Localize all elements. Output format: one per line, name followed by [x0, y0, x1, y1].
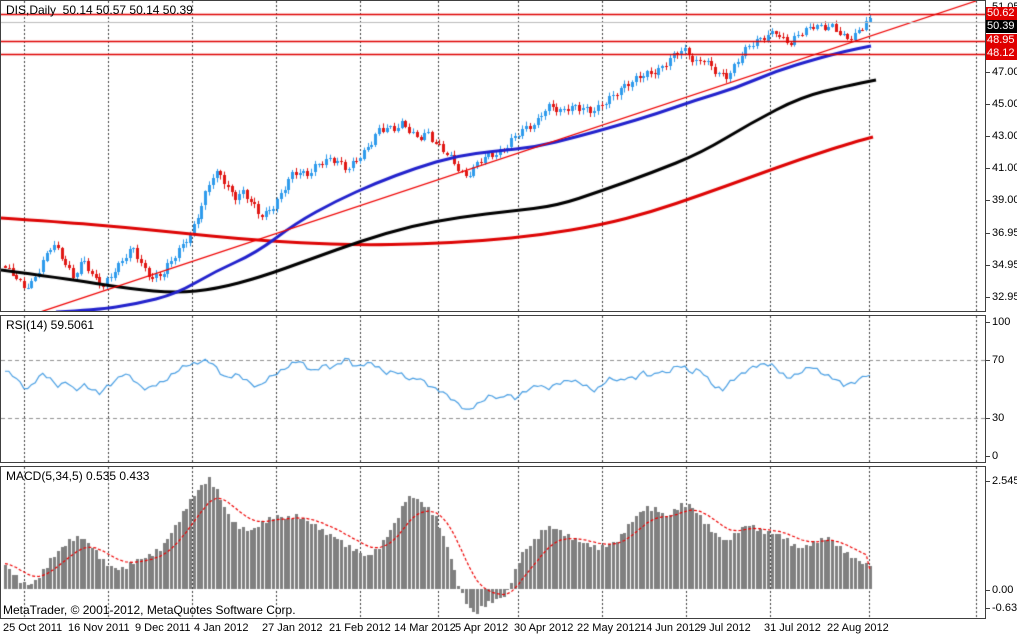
rsi-panel: RSI(14) 59.5061 [0, 315, 986, 463]
axis-label: 36.95 [986, 227, 1017, 239]
time-axis-label: 22 Aug 2012 [827, 622, 889, 634]
axis-label: 32.95 [986, 291, 1017, 303]
axis-label: 39.00 [986, 194, 1017, 206]
panel-separator[interactable] [0, 312, 986, 315]
price-chart-canvas[interactable] [1, 1, 985, 311]
time-axis-label: 4 Jan 2012 [194, 622, 249, 634]
time-axis-label: 22 May 2012 [577, 622, 641, 634]
price-panel: DIS,Daily 50.14 50.57 50.14 50.39 [0, 0, 986, 312]
axis-label: 70 [986, 354, 1004, 366]
time-axis-label: 14 Mar 2012 [394, 622, 456, 634]
price-badge-50.39: 50.39 [986, 20, 1017, 33]
price-axis-column[interactable]: 51.0547.0045.0043.0041.0039.0036.9534.95… [986, 0, 1017, 638]
axis-label: 30 [986, 412, 1004, 424]
time-axis-label: 5 Apr 2012 [455, 622, 509, 634]
axis-tick [986, 321, 990, 323]
axis-tick [986, 417, 990, 419]
price-badge-50.62: 50.62 [986, 7, 1017, 20]
time-axis-label: 27 Jan 2012 [262, 622, 323, 634]
rsi-chart-canvas[interactable] [1, 316, 985, 462]
axis-label: 41.00 [986, 162, 1017, 174]
time-axis-label: 9 Dec 2011 [135, 622, 191, 634]
axis-label: 43.00 [986, 130, 1017, 142]
macd-panel: MACD(5,34,5) 0.535 0.433 [0, 466, 986, 619]
time-axis-label: 14 Jun 2012 [640, 622, 701, 634]
axis-label: -0.637 [986, 602, 1017, 614]
axis-tick [986, 199, 990, 201]
axis-tick [986, 135, 990, 137]
time-axis-label: 16 Nov 2011 [68, 622, 130, 634]
time-axis-label: 31 Jul 2012 [764, 622, 821, 634]
axis-tick [986, 71, 990, 73]
axis-label: 0 [986, 450, 998, 462]
axis-label: 100 [986, 316, 1010, 328]
axis-label: 45.00 [986, 98, 1017, 110]
axis-tick [986, 607, 990, 609]
time-axis-label: 30 Apr 2012 [514, 622, 574, 634]
time-axis-label: 21 Feb 2012 [329, 622, 391, 634]
axis-label: 47.00 [986, 66, 1017, 78]
axis-label: 2.545 [986, 475, 1017, 487]
axis-tick [986, 296, 990, 298]
time-axis-label: 9 Jul 2012 [700, 622, 751, 634]
axis-tick [986, 359, 990, 361]
axis-tick [986, 167, 990, 169]
time-axis-label: 25 Oct 2011 [3, 622, 63, 634]
time-axis[interactable]: 25 Oct 2011 16 Nov 2011 9 Dec 2011 4 Jan 20… [0, 619, 986, 638]
macd-chart-canvas[interactable] [1, 467, 985, 618]
panel-separator[interactable] [0, 463, 986, 466]
axis-tick [986, 264, 990, 266]
axis-label: 0.00 [986, 584, 1013, 596]
axis-tick [986, 232, 990, 234]
axis-tick [986, 480, 990, 482]
axis-tick [986, 455, 990, 457]
price-badge-48.95: 48.95 [986, 34, 1017, 47]
axis-tick [986, 103, 990, 105]
axis-tick [986, 589, 990, 591]
price-badge-48.12: 48.12 [986, 47, 1017, 60]
axis-label: 34.95 [986, 259, 1017, 271]
